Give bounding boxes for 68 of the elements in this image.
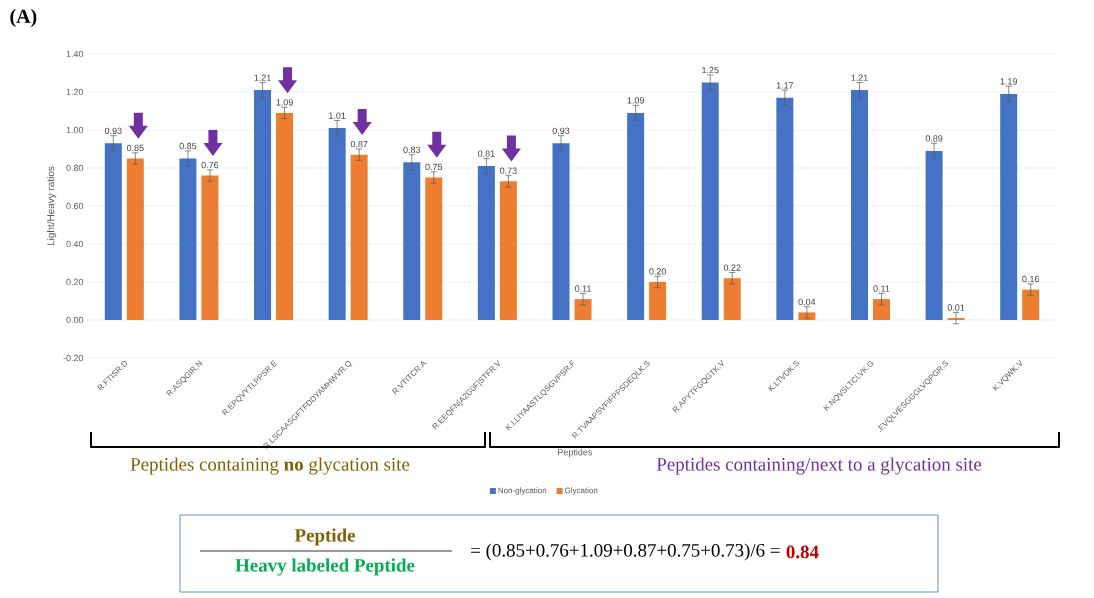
bar <box>477 166 495 321</box>
data-label: 1.09 <box>276 99 293 106</box>
y-tick-label: 0.80 <box>66 164 84 172</box>
data-label: 1.21 <box>851 74 868 81</box>
bar <box>872 299 890 321</box>
bar <box>179 158 197 321</box>
text: = (0.85+0.76+1.09+0.87+0.75+0.73)/6 = <box>471 543 780 561</box>
data-label: 0.11 <box>873 285 890 292</box>
x-axis-title: Peptides <box>558 448 593 458</box>
data-label: 1.01 <box>329 112 346 119</box>
data-label: 1.25 <box>702 66 719 74</box>
text: 0.84 <box>786 545 819 559</box>
data-label: 0.83 <box>403 146 421 154</box>
y-tick-label: 1.20 <box>66 88 84 96</box>
data-label: 0.76 <box>201 161 219 169</box>
bar <box>701 82 719 321</box>
bar <box>350 154 368 321</box>
data-label: 0.16 <box>1022 275 1040 283</box>
bar <box>574 299 592 321</box>
data-label: 1.21 <box>254 74 271 81</box>
bar <box>126 158 144 321</box>
data-label: 1.19 <box>1000 78 1017 85</box>
data-label: 1.09 <box>627 97 644 104</box>
y-tick-label: 1.00 <box>66 126 84 134</box>
bar <box>328 128 346 321</box>
y-axis-title: Light/Heavy ratios <box>46 166 57 246</box>
data-label: 0.22 <box>723 264 741 271</box>
data-label: 0.81 <box>478 150 495 157</box>
bar <box>276 112 294 321</box>
data-label: 0.11 <box>574 285 591 292</box>
bar <box>499 181 517 321</box>
bar <box>552 143 570 321</box>
bar <box>104 143 122 321</box>
y-tick-label: 0.20 <box>66 278 84 286</box>
text: Peptides containing no glycation site <box>130 457 410 475</box>
data-label: 0.93 <box>104 127 122 135</box>
bar <box>1022 289 1040 321</box>
bar <box>850 90 868 321</box>
data-label: 0.04 <box>798 298 816 306</box>
data-label: 1.17 <box>776 82 794 89</box>
bar <box>425 177 443 321</box>
bar <box>925 150 943 321</box>
bar <box>649 282 667 321</box>
data-label: 0.89 <box>925 135 943 142</box>
bar <box>627 112 645 321</box>
y-tick-label: 0.40 <box>66 240 84 248</box>
bar <box>723 278 741 321</box>
data-label: 0.01 <box>947 304 965 311</box>
y-tick-label: 1.40 <box>66 50 84 58</box>
bar <box>254 90 272 321</box>
data-label: 0.87 <box>350 140 368 148</box>
chart-title: (A) <box>10 8 37 28</box>
data-label: 0.85 <box>126 144 144 152</box>
bar <box>201 175 219 321</box>
text: Peptides containing/next to a glycation site <box>656 457 982 475</box>
y-tick-label: 0.00 <box>66 316 84 324</box>
bar <box>1000 93 1018 321</box>
y-tick-label: -0.20 <box>63 354 84 362</box>
bar <box>403 162 421 321</box>
y-tick-label: 0.60 <box>66 202 84 210</box>
text: Heavy labeled Peptide <box>235 558 415 576</box>
data-label: 0.75 <box>425 163 443 171</box>
data-label: 0.85 <box>179 142 197 150</box>
data-label: 0.73 <box>500 167 517 174</box>
data-label: 0.20 <box>649 268 666 275</box>
text: Peptide <box>294 528 355 546</box>
data-label: 0.93 <box>552 127 570 135</box>
bar <box>776 97 794 321</box>
